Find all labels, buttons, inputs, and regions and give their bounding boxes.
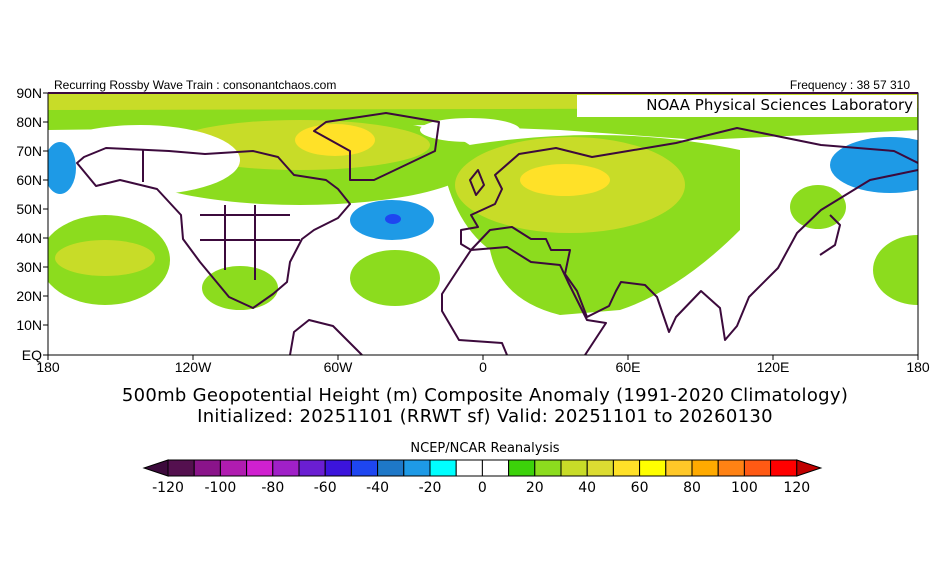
colorbar-high-arrow bbox=[796, 459, 823, 477]
lon-label: 0 bbox=[479, 359, 487, 375]
title-line-1: 500mb Geopotential Height (m) Composite … bbox=[121, 385, 849, 406]
lon-label: 180 bbox=[36, 359, 60, 375]
colorbar-swatch bbox=[560, 459, 588, 477]
title-line-2: Initialized: 20251101 (RRWT sf) Valid: 2… bbox=[197, 406, 773, 427]
coastlines bbox=[76, 112, 918, 355]
header-frequency-text: Frequency : 38 57 310 bbox=[789, 78, 910, 92]
colorbar-swatch bbox=[770, 459, 798, 477]
lab-label: NOAA Physical Sciences Laboratory bbox=[577, 95, 917, 117]
colorbar-label: 0 bbox=[477, 480, 487, 496]
colorbar-swatch bbox=[586, 459, 614, 477]
colorbar-label: 40 bbox=[578, 480, 597, 496]
lat-label: 90N bbox=[16, 85, 42, 101]
lat-label: 50N bbox=[16, 201, 42, 217]
colorbar-swatch bbox=[612, 459, 641, 477]
lon-label: 120W bbox=[174, 359, 212, 375]
colorbar-label: -20 bbox=[418, 480, 442, 496]
lat-label: 30N bbox=[16, 259, 42, 275]
colorbar-low-arrow bbox=[142, 459, 169, 477]
colorbar-swatch bbox=[272, 459, 300, 477]
colorbar-swatch bbox=[639, 459, 667, 477]
lat-label: 40N bbox=[16, 230, 42, 246]
colorbar-swatch bbox=[219, 459, 248, 477]
colorbar-label: 20 bbox=[525, 480, 544, 496]
colorbar-label: 100 bbox=[731, 480, 758, 496]
lat-label: EQ bbox=[21, 347, 42, 363]
header-source-text: Recurring Rossby Wave Train : consonantc… bbox=[54, 78, 337, 92]
colorbar-label: -40 bbox=[366, 480, 390, 496]
colorbar-swatch bbox=[246, 459, 274, 477]
lat-label: 10N bbox=[16, 317, 42, 333]
colorbar-swatch bbox=[743, 459, 772, 477]
colorbar-label: -120 bbox=[152, 480, 184, 496]
lon-label: 180 bbox=[906, 359, 930, 375]
anomaly-fill bbox=[48, 93, 918, 355]
colorbar-label: 80 bbox=[683, 480, 701, 496]
colorbar-swatch bbox=[403, 459, 431, 477]
colorbar-swatch bbox=[167, 459, 195, 477]
colorbar-swatch bbox=[481, 459, 510, 477]
axis-ticks bbox=[43, 92, 919, 360]
colorbar-swatch bbox=[455, 459, 483, 477]
colorbar-title: NCEP/NCAR Reanalysis bbox=[410, 441, 560, 456]
lon-label: 60E bbox=[615, 359, 641, 375]
colorbar-swatch bbox=[717, 459, 745, 477]
colorbar bbox=[142, 459, 823, 477]
colorbar-swatch bbox=[298, 459, 326, 477]
colorbar-swatch bbox=[193, 459, 221, 477]
colorbar-label: 60 bbox=[630, 480, 649, 496]
colorbar-swatch bbox=[429, 459, 457, 477]
lat-label: 70N bbox=[16, 143, 42, 159]
colorbar-swatch bbox=[665, 459, 693, 477]
colorbar-swatch bbox=[350, 459, 379, 477]
colorbar-swatch bbox=[324, 459, 352, 477]
colorbar-label: 120 bbox=[783, 480, 811, 496]
lon-label: 60W bbox=[323, 359, 353, 375]
colorbar-swatch bbox=[377, 459, 405, 477]
colorbar-swatch bbox=[508, 459, 536, 477]
colorbar-swatch bbox=[534, 459, 562, 477]
lat-label: 80N bbox=[16, 114, 42, 130]
colorbar-swatch bbox=[691, 459, 719, 477]
colorbar-label: -60 bbox=[313, 480, 337, 496]
lat-label: 60N bbox=[16, 172, 42, 188]
lat-label: 20N bbox=[16, 288, 42, 304]
colorbar-label: -100 bbox=[204, 480, 237, 496]
colorbar-label: -80 bbox=[261, 480, 285, 496]
lon-label: 120E bbox=[756, 359, 790, 375]
